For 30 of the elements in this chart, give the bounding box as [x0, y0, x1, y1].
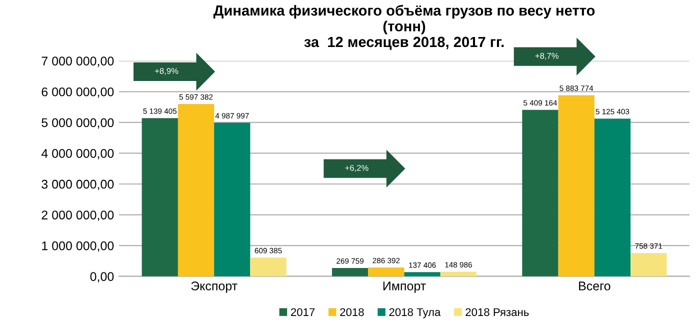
annotation: +6,2% [345, 164, 368, 172]
bar [142, 118, 178, 276]
x-tick-label: Импорт [383, 282, 426, 293]
y-tick-label: 5 000 000,00 [42, 118, 114, 129]
y-tick-label: 6 000 000,00 [42, 87, 114, 98]
bar [332, 268, 368, 276]
text: +8,7% [535, 52, 559, 60]
legend-label: 2018 Тула [389, 308, 441, 318]
bar [522, 110, 558, 276]
bar [178, 104, 214, 276]
bar [630, 253, 667, 276]
y-tick-label: 1 000 000,00 [42, 241, 114, 252]
bar [404, 272, 440, 276]
chart-title: Динамика физического объёма грузов по весу нетто (тонн) за 12 месяцев 2018, 2017 гг. [213, 4, 595, 50]
y-tick-label: 4 000 000,00 [41, 149, 114, 160]
y-tick-label: 7 000 000,00 [42, 56, 114, 67]
bar [558, 95, 594, 276]
bar [594, 118, 631, 276]
legend-label: 2018 [340, 308, 364, 316]
bar [250, 258, 286, 276]
y-tick-label: 0,00 [90, 272, 114, 282]
y-tick-label: 3 000 000,00 [42, 180, 114, 190]
legend-label: 2017 [290, 308, 315, 316]
x-tick-label: Всего [579, 282, 610, 290]
x-tick-label: Экспорт [191, 282, 238, 293]
legend-label: 2018 Рязань [466, 308, 529, 316]
bar [368, 268, 404, 276]
bar [214, 122, 250, 276]
y-tick-label: 2 000 000,00 [42, 210, 114, 221]
annotation: +8,9% [155, 68, 178, 75]
